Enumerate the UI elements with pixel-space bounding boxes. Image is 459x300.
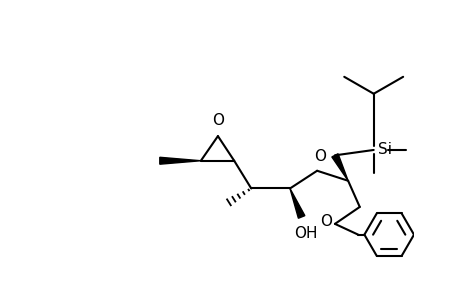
Text: Si: Si [377,142,391,158]
Polygon shape [289,188,304,218]
Text: O: O [212,113,224,128]
Text: O: O [319,214,331,229]
Polygon shape [331,154,347,181]
Text: O: O [313,149,325,164]
Text: OH: OH [293,226,317,241]
Polygon shape [159,157,201,164]
